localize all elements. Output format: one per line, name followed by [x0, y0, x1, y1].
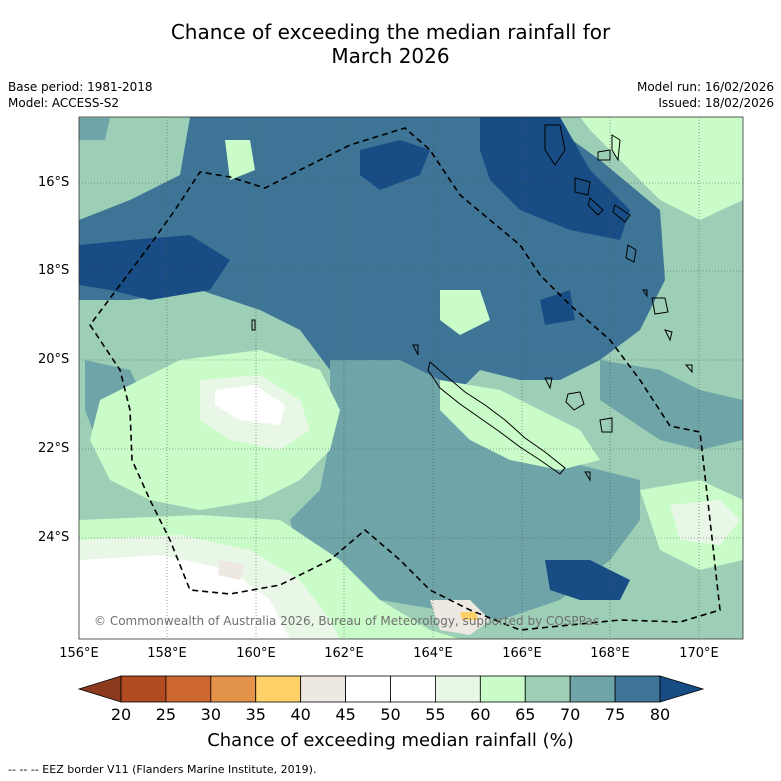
lon-label: 168°E	[590, 646, 630, 661]
base-period: Base period: 1981-2018	[8, 80, 153, 94]
colorbar-cell	[210, 675, 257, 703]
field-40-45	[218, 560, 490, 635]
colorbar-tick-label: 45	[335, 705, 356, 724]
lon-label: 158°E	[147, 646, 187, 661]
field-75-80	[79, 117, 630, 600]
colorbar-cell	[614, 675, 661, 703]
model-name: Model: ACCESS-S2	[8, 96, 120, 110]
colorbar-cell	[479, 675, 526, 703]
field-55-60	[79, 375, 740, 639]
colorbar-tick-label: 75	[604, 705, 626, 724]
lat-label: 20°S	[38, 352, 70, 367]
colorbar-tick-label: 80	[649, 705, 671, 724]
model-run: Model run: 16/02/2026	[636, 80, 774, 94]
colorbar-cell	[120, 675, 167, 703]
colorbar-tick-label: 40	[290, 705, 311, 724]
colorbar-tick-label: 60	[470, 705, 491, 724]
lon-label: 160°E	[236, 646, 276, 661]
colorbar-cell	[569, 675, 616, 703]
coastlines	[251, 124, 693, 482]
map-frame	[78, 116, 744, 640]
chart-title-line1: Chance of exceeding the median rainfall …	[170, 20, 611, 44]
eez-border	[89, 127, 721, 631]
colorbar-tick-label: 20	[110, 705, 132, 724]
field-35-40	[460, 612, 478, 620]
field-65-70	[79, 118, 743, 620]
colorbar-tick-label: 65	[515, 705, 536, 724]
colorbar-tick-label: 70	[559, 705, 581, 724]
colorbar-cell	[300, 675, 346, 703]
lat-label: 24°S	[38, 530, 70, 545]
colorbar-cell	[255, 675, 302, 703]
copyright-notice: © Commonwealth of Australia 2026, Bureau…	[94, 614, 600, 628]
colorbar-cell	[345, 675, 391, 703]
lon-label: 166°E	[502, 646, 542, 661]
small-islands	[251, 289, 693, 482]
chart-title-line2: March 2026	[331, 44, 450, 68]
lat-label: 16°S	[38, 175, 70, 190]
colorbar	[77, 675, 705, 703]
lat-label: 18°S	[38, 263, 70, 278]
eez-legend-note: -- -- -- EEZ border V11 (Flanders Marine…	[8, 763, 317, 776]
vanuatu-islands	[544, 124, 673, 342]
colorbar-under-triangle	[77, 675, 122, 703]
colorbar-over-triangle	[659, 675, 705, 703]
lon-label: 156°E	[59, 646, 99, 661]
contour-fields	[79, 117, 743, 639]
colorbar-tick-label: 55	[425, 705, 446, 724]
issued-date: Issued: 18/02/2026	[658, 96, 774, 110]
new-caledonia	[427, 361, 566, 475]
colorbar-cell	[435, 675, 481, 703]
colorbar-cell	[390, 675, 436, 703]
colorbar-tick-label: 35	[245, 705, 266, 724]
loyalty-islands	[544, 377, 613, 433]
colorbar-label: Chance of exceeding median rainfall (%)	[207, 730, 574, 751]
lat-label: 22°S	[38, 441, 70, 456]
colorbar-tick-label: 50	[380, 705, 401, 724]
colorbar-tick-label: 30	[200, 705, 221, 724]
colorbar-cell	[165, 675, 212, 703]
colorbar-cell	[524, 675, 571, 703]
graticule	[79, 117, 743, 639]
lon-label: 162°E	[324, 646, 364, 661]
colorbar-tick-label: 25	[155, 705, 177, 724]
lon-label: 164°E	[413, 646, 453, 661]
lon-label: 170°E	[679, 646, 719, 661]
